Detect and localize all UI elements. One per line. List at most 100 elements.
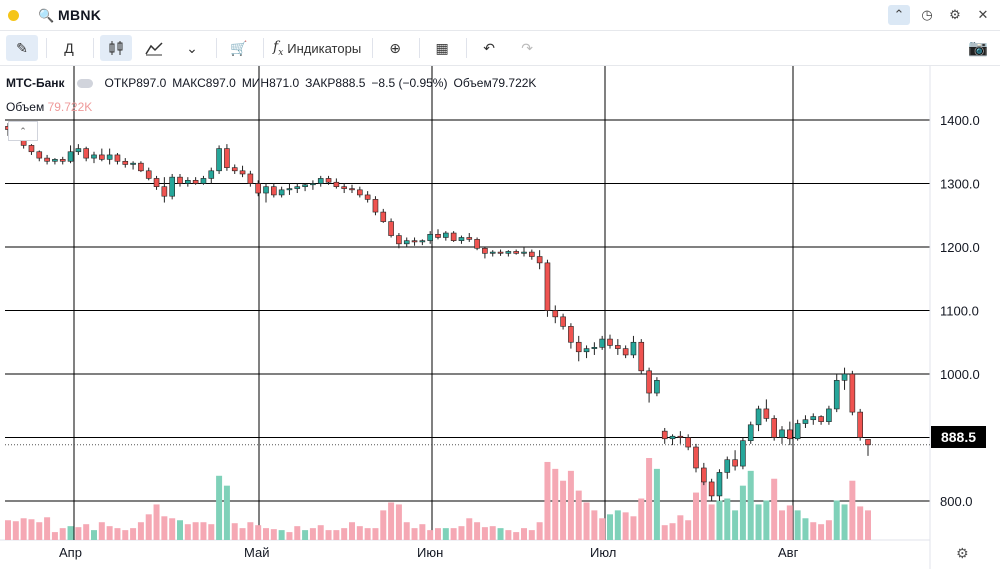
legend-close: ЗАКР888.5 (305, 76, 365, 90)
volume-bar (505, 530, 512, 540)
cart-icon[interactable]: 🛒 (230, 39, 248, 56)
candle-body (701, 467, 707, 483)
candle-body (177, 176, 183, 184)
indicators-label: Индикаторы (287, 40, 362, 56)
volume-bar (536, 522, 543, 540)
candle-body (552, 310, 559, 318)
volume-bar (75, 527, 82, 540)
candle-body (583, 348, 590, 353)
price-tick-label: 1200.0 (940, 240, 980, 255)
close-label: ЗАКР (305, 76, 336, 90)
volume-bar (247, 522, 254, 540)
volume-bar (583, 502, 590, 540)
high-value: 897.0 (205, 76, 236, 90)
pencil-icon[interactable]: ✎ (6, 35, 38, 61)
visibility-toggle-icon[interactable] (76, 78, 93, 88)
volume-bar (528, 530, 535, 540)
volume-bar (458, 526, 465, 540)
price-tick-label: 1100.0 (940, 304, 979, 319)
volume-bar (364, 528, 371, 540)
candle-body (841, 373, 848, 381)
redo-icon[interactable]: ↷ (521, 39, 534, 56)
close-icon[interactable]: ✕ (977, 7, 989, 22)
candle-body (802, 419, 809, 424)
plus-circle-icon[interactable]: ⊕ (389, 39, 402, 56)
symbol-search-input[interactable]: MBNK (58, 7, 102, 23)
volume-bar (411, 528, 418, 540)
undo-icon[interactable]: ↶ (483, 39, 496, 56)
candle-body (826, 408, 832, 422)
candle-body (396, 235, 402, 245)
candle-body (28, 145, 35, 153)
candle-body (388, 221, 394, 236)
candle-body (638, 341, 645, 372)
volume-bar (91, 530, 97, 540)
volume-bar (865, 510, 871, 540)
candle-body (59, 159, 66, 162)
volume-bar (685, 520, 692, 540)
legend-low: МИН871.0 (242, 76, 299, 90)
volume-bar (489, 526, 496, 540)
divider (466, 38, 468, 58)
high-label: МАКС (172, 76, 206, 90)
candle-body (145, 170, 152, 179)
volume-bar (591, 510, 598, 540)
candle-body (661, 430, 668, 440)
candle-body (693, 446, 699, 469)
candle-body (466, 237, 473, 240)
legend-collapse-button[interactable]: ⌃ (8, 121, 38, 141)
camera-icon[interactable]: 📷 (968, 40, 988, 57)
candle-body (239, 170, 246, 175)
volume-bar (317, 525, 324, 540)
candle-body (91, 154, 97, 159)
candle-body (669, 435, 676, 440)
divider (93, 38, 94, 58)
gear-icon[interactable]: ⚙ (949, 7, 961, 22)
settings-icon[interactable]: ⚙ (956, 545, 969, 561)
chevron-down-icon[interactable]: ⌄ (186, 39, 198, 56)
volume-bar (341, 528, 348, 540)
volume-bar (638, 498, 645, 540)
low-label: МИН (241, 76, 270, 90)
candles-icon[interactable] (100, 35, 132, 61)
indicators-button[interactable]: fx Индикаторы (270, 35, 364, 61)
candle-body (192, 180, 199, 184)
price-chart[interactable]: 1400.0 1300.0 1200.0 1100.0 1000.0 800.0 Апр Ма… (0, 66, 1000, 569)
volume-bar (333, 530, 340, 540)
volume-bar (145, 514, 152, 540)
interval-button[interactable]: Д (53, 35, 85, 61)
candle-body (505, 251, 512, 254)
candle-body (106, 154, 113, 160)
candle-body (99, 154, 105, 160)
candle-body (419, 240, 426, 243)
volume-bar (818, 524, 825, 540)
search-icon[interactable]: 🔍 (38, 8, 55, 23)
chevron-up-icon[interactable]: ⌃ (888, 5, 910, 25)
volume-bar (67, 526, 74, 540)
legend-volume: Объем79.722K (453, 76, 536, 90)
volume-bar (599, 518, 606, 540)
volume-bar (12, 521, 19, 540)
volume-bar (20, 518, 27, 540)
candle-body (302, 184, 308, 187)
divider (216, 38, 217, 58)
volume-bar (513, 532, 520, 540)
open-label: ОТКР (104, 76, 137, 90)
volume-bar (450, 528, 457, 540)
divider (419, 38, 421, 58)
candle-body (536, 256, 543, 264)
area-chart-icon[interactable] (138, 35, 170, 61)
volume-bar (177, 520, 183, 540)
clock-icon[interactable]: ◷ (921, 7, 933, 22)
candle-body (263, 186, 269, 194)
candle-body (122, 160, 129, 165)
volume-label: Объем (453, 76, 492, 90)
candle-body (271, 186, 277, 196)
candle-body (818, 416, 824, 422)
candle-body (357, 189, 363, 196)
candle-body (568, 326, 574, 343)
volume-bar (208, 524, 215, 540)
divider (263, 38, 264, 58)
volume-bar (607, 514, 613, 540)
grid-icon[interactable]: ▦ (435, 39, 449, 56)
